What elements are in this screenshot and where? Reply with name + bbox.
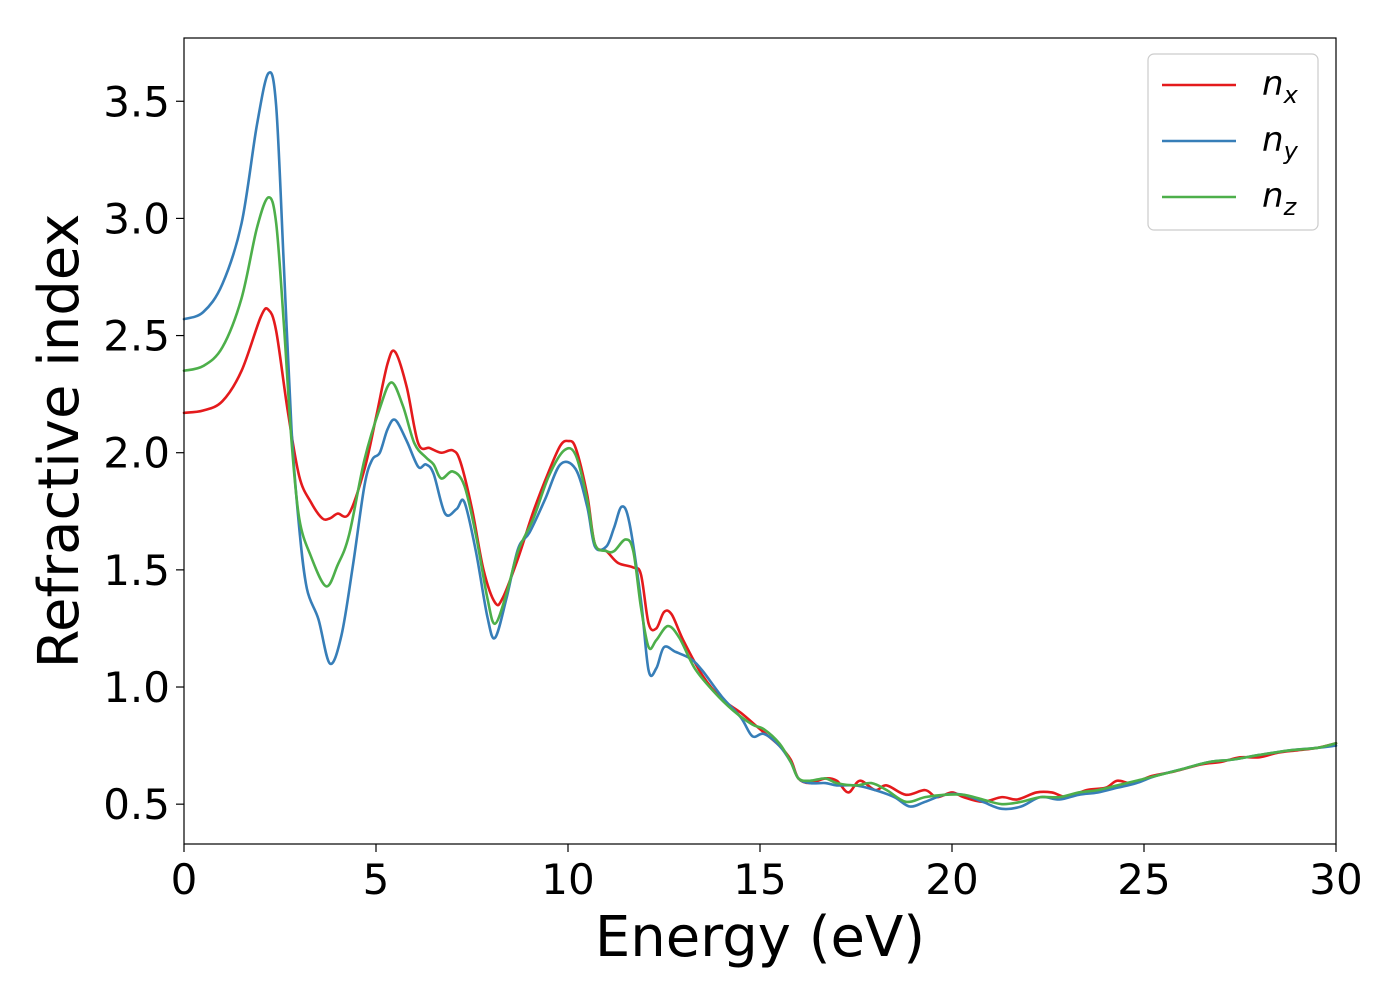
y-axis-label: Refractive index (27, 214, 92, 669)
y-tick-label: 1.0 (103, 663, 170, 712)
y-tick-label: 2.0 (103, 429, 170, 478)
x-tick-label: 0 (171, 855, 198, 904)
legend-label-n-x: nx (1262, 64, 1299, 109)
x-tick-label: 30 (1309, 855, 1362, 904)
legend-label-n-y: ny (1262, 120, 1299, 165)
series-line-n-y (182, 71, 1338, 811)
y-tick-label: 3.0 (103, 194, 170, 243)
y-tick-label: 1.5 (103, 546, 170, 595)
x-axis-ticks: 0 5 10 15 20 25 30 (171, 844, 1363, 904)
legend-label-n-z: nz (1262, 176, 1298, 221)
series-layer (182, 71, 1338, 811)
y-tick-label: 0.5 (103, 780, 170, 829)
x-tick-label: 5 (363, 855, 390, 904)
y-axis-ticks: 0.5 1.0 1.5 2.0 2.5 3.0 3.5 (103, 77, 184, 829)
x-tick-label: 15 (733, 855, 786, 904)
y-tick-label: 2.5 (103, 312, 170, 361)
series-line-n-z (182, 196, 1338, 806)
x-tick-label: 10 (541, 855, 594, 904)
x-tick-label: 25 (1117, 855, 1170, 904)
x-axis-label: Energy (eV) (595, 905, 925, 970)
x-tick-label: 20 (925, 855, 978, 904)
y-tick-label: 3.5 (103, 77, 170, 126)
legend-entries: nx ny nz (1162, 64, 1299, 221)
legend: nx ny nz (1147, 53, 1319, 231)
